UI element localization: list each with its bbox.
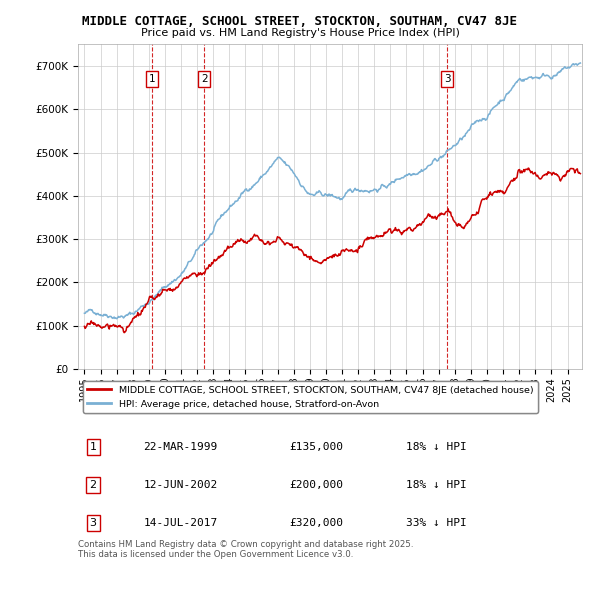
Text: 18% ↓ HPI: 18% ↓ HPI <box>406 442 466 452</box>
Text: 3: 3 <box>444 74 451 84</box>
Text: £320,000: £320,000 <box>290 517 344 527</box>
Text: 12-JUN-2002: 12-JUN-2002 <box>143 480 218 490</box>
Text: 2: 2 <box>89 480 97 490</box>
Legend: MIDDLE COTTAGE, SCHOOL STREET, STOCKTON, SOUTHAM, CV47 8JE (detached house), HPI: MIDDLE COTTAGE, SCHOOL STREET, STOCKTON,… <box>83 381 538 413</box>
Text: 14-JUL-2017: 14-JUL-2017 <box>143 517 218 527</box>
Text: 2: 2 <box>201 74 208 84</box>
Text: 18% ↓ HPI: 18% ↓ HPI <box>406 480 466 490</box>
Text: 1: 1 <box>89 442 97 452</box>
Text: MIDDLE COTTAGE, SCHOOL STREET, STOCKTON, SOUTHAM, CV47 8JE: MIDDLE COTTAGE, SCHOOL STREET, STOCKTON,… <box>83 15 517 28</box>
Text: £135,000: £135,000 <box>290 442 344 452</box>
Text: Contains HM Land Registry data © Crown copyright and database right 2025.
This d: Contains HM Land Registry data © Crown c… <box>78 540 413 559</box>
Text: 22-MAR-1999: 22-MAR-1999 <box>143 442 218 452</box>
Text: £200,000: £200,000 <box>290 480 344 490</box>
Text: 1: 1 <box>149 74 156 84</box>
Text: 33% ↓ HPI: 33% ↓ HPI <box>406 517 466 527</box>
Text: 3: 3 <box>89 517 97 527</box>
Text: Price paid vs. HM Land Registry's House Price Index (HPI): Price paid vs. HM Land Registry's House … <box>140 28 460 38</box>
